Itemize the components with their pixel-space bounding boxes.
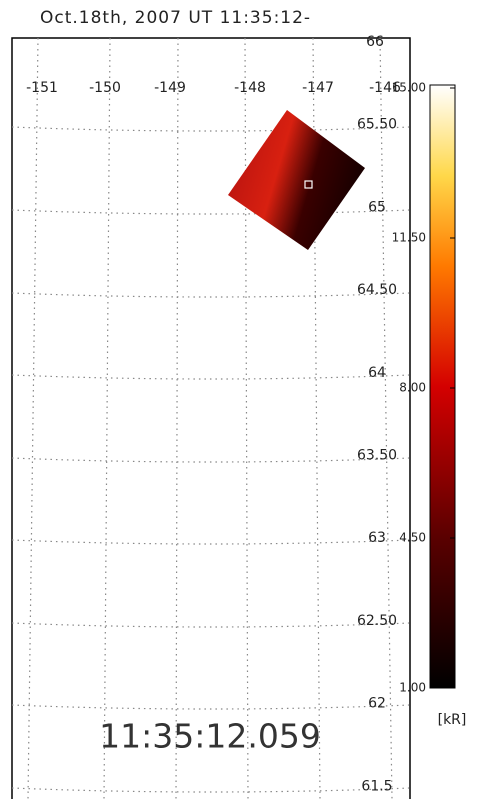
title: Oct.18th, 2007 UT 11:35:12- xyxy=(40,8,311,28)
colorbar-unit: [kR] xyxy=(438,712,467,728)
longitude-label: -148 xyxy=(234,80,266,96)
timestamp: 11:35:12.059 xyxy=(99,717,321,756)
longitude-label: -150 xyxy=(89,80,121,96)
latitude-label: 61.5 xyxy=(361,778,392,794)
colorbar-label: 1.00 xyxy=(399,681,426,695)
latitude-label: 63.50 xyxy=(357,448,397,464)
latitude-label: 64 xyxy=(368,365,386,381)
latitude-label: 62.50 xyxy=(357,613,397,629)
page: Oct.18th, 2007 UT 11:35:12- -151 -150 -149… xyxy=(0,0,491,799)
latitude-label: 65 xyxy=(368,199,386,215)
latitude-label: 64.50 xyxy=(357,282,397,298)
latitude-label: 63 xyxy=(368,530,386,546)
latitude-label: 66 xyxy=(366,34,384,50)
colorbar-label: 8.00 xyxy=(399,381,426,395)
map-figure: Oct.18th, 2007 UT 11:35:12- -151 -150 -149… xyxy=(0,0,491,799)
colorbar-label: 4.50 xyxy=(399,531,426,545)
longitude-label: -147 xyxy=(302,80,334,96)
graticule xyxy=(12,38,410,799)
longitude-label: -151 xyxy=(26,80,58,96)
map-frame xyxy=(12,38,410,799)
colorbar-label: 11.50 xyxy=(392,231,426,245)
latitude-label: 65.50 xyxy=(357,117,397,133)
colorbar xyxy=(430,85,455,688)
colorbar-label: 15.00 xyxy=(392,81,426,95)
longitude-label: -149 xyxy=(154,80,186,96)
latitude-label: 62 xyxy=(368,696,386,712)
